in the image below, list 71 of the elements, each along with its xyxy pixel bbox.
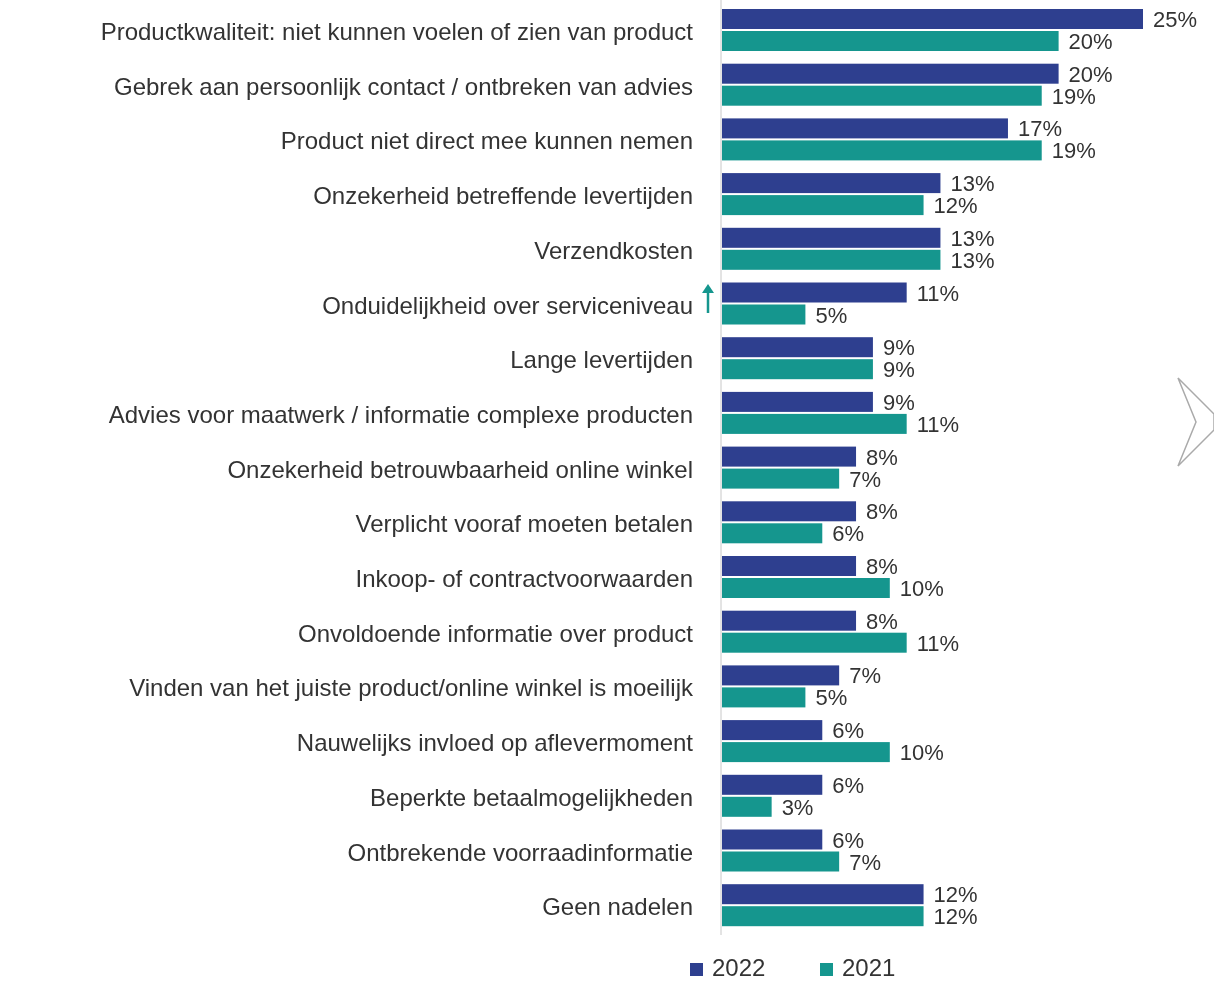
bar xyxy=(722,173,941,194)
bar xyxy=(722,85,1042,106)
bar xyxy=(722,468,840,489)
bar xyxy=(722,523,823,544)
y-tick-label: Vinden van het juiste product/online winkel is moeilijk xyxy=(129,674,694,702)
bar xyxy=(722,227,941,248)
bar xyxy=(722,556,857,576)
data-label: 20% xyxy=(1068,29,1113,54)
bar xyxy=(722,249,941,270)
data-label: 11% xyxy=(916,280,960,306)
bar xyxy=(722,9,1143,29)
bar xyxy=(722,665,840,686)
data-label: 8% xyxy=(866,608,898,634)
y-tick-label: Verzendkosten xyxy=(534,236,693,264)
data-label: 7% xyxy=(849,663,881,689)
data-label: 9% xyxy=(882,389,915,415)
y-tick-label: Productkwaliteit: niet kunnen voelen of zien van product xyxy=(100,18,694,45)
y-tick-label: Onzekerheid betrouwbaarheid online winkel xyxy=(227,455,693,483)
data-label: 10% xyxy=(899,576,944,601)
bar xyxy=(722,687,806,708)
bar xyxy=(722,851,840,872)
bar xyxy=(722,413,907,434)
bar xyxy=(722,359,873,380)
data-label: 11% xyxy=(916,411,960,437)
bar xyxy=(722,282,907,303)
y-tick-label: Onvoldoende informatie over product xyxy=(298,619,694,647)
bar xyxy=(722,118,1008,139)
data-label: 8% xyxy=(866,554,898,579)
bar xyxy=(722,829,823,850)
data-label: 3% xyxy=(781,794,814,820)
data-label: 5% xyxy=(815,685,848,711)
data-label: 8% xyxy=(866,499,898,525)
y-tick-label: Lange levertijden xyxy=(510,346,693,374)
bar xyxy=(722,884,924,905)
bar xyxy=(722,63,1059,84)
legend-label: 2021 xyxy=(842,954,896,981)
bar xyxy=(722,337,873,358)
data-label: 6% xyxy=(832,521,865,547)
bar xyxy=(722,391,873,412)
bar xyxy=(722,796,772,817)
bar xyxy=(722,906,924,927)
legend-label: 2022 xyxy=(712,954,766,981)
bar xyxy=(722,610,857,631)
bar xyxy=(722,720,823,741)
data-label: 6% xyxy=(832,772,865,798)
bar xyxy=(722,578,890,598)
data-label: 11% xyxy=(916,630,960,656)
bar xyxy=(722,446,857,467)
y-tick-label: Onzekerheid betreffende levertijden xyxy=(313,182,693,210)
y-tick-label: Geen nadelen xyxy=(542,893,693,921)
bar xyxy=(722,632,907,653)
bar xyxy=(722,195,924,216)
bar xyxy=(722,304,806,325)
y-tick-label: Onduidelijkheid over serviceniveau xyxy=(322,291,693,319)
bar xyxy=(722,774,823,795)
y-tick-label: Gebrek aan persoonlijk contact / ontbreken van advies xyxy=(113,72,693,100)
data-label: 10% xyxy=(899,740,944,766)
data-label: 6% xyxy=(832,718,865,744)
bar xyxy=(722,140,1042,161)
y-tick-label: Product niet direct mee kunnen nemen xyxy=(280,127,693,155)
y-tick-label: Advies voor maatwerk / informatie complexe producten xyxy=(108,400,693,428)
y-tick-label: Inkoop- of contractvoorwaarden xyxy=(355,565,693,592)
data-label: 5% xyxy=(815,302,848,328)
y-tick-label: Ontbrekende voorraadinformatie xyxy=(347,838,693,866)
bar xyxy=(722,31,1059,51)
y-tick-label: Verplicht vooraf moeten betalen xyxy=(355,510,693,538)
data-label: 25% xyxy=(1153,7,1198,32)
bar xyxy=(722,501,857,522)
y-tick-label: Nauwelijks invloed op aflevermoment xyxy=(296,729,694,757)
bar xyxy=(722,742,890,763)
y-tick-label: Beperkte betaalmogelijkheden xyxy=(370,783,693,811)
